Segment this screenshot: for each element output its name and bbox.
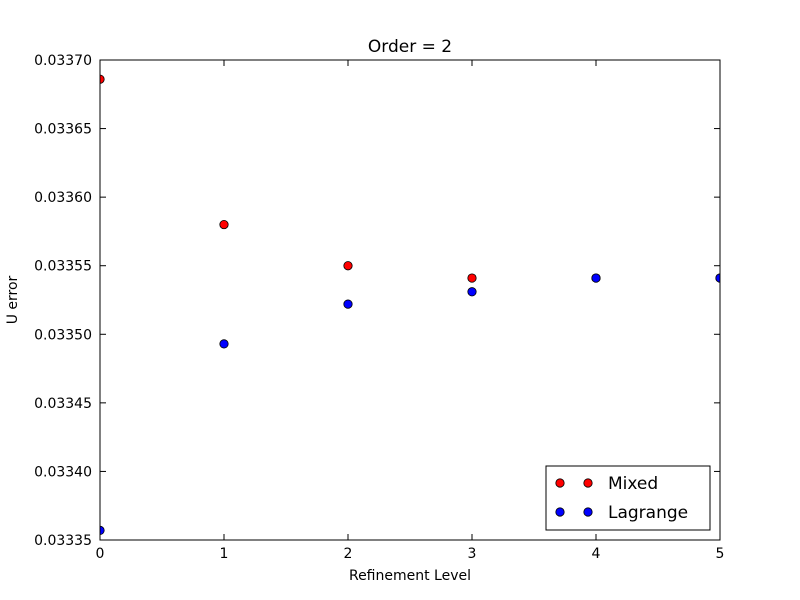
y-tick-label: 0.03370 (34, 53, 92, 69)
data-point-lagrange (343, 299, 353, 309)
legend-label: Lagrange (608, 503, 688, 523)
y-tick-label: 0.03350 (34, 327, 92, 343)
y-tick-label: 0.03335 (34, 533, 92, 549)
data-points (100, 74, 720, 535)
x-tick-label: 1 (220, 546, 229, 562)
legend-marker (555, 507, 565, 517)
x-axis-label: Refinement Level (349, 568, 471, 584)
chart-title: Order = 2 (368, 37, 452, 57)
data-point-mixed (467, 273, 477, 283)
y-tick-label: 0.03355 (34, 259, 92, 275)
data-point-lagrange (219, 339, 229, 349)
data-point-mixed (343, 261, 353, 271)
data-point-lagrange (467, 287, 477, 297)
y-tick-label: 0.03365 (34, 122, 92, 138)
legend-marker (555, 478, 565, 488)
y-axis-label: U error (5, 275, 21, 324)
axis-ticks: 0 1 2 3 4 5 0.03335 0.03340 0.03345 0.03350 0.0335… (34, 53, 724, 562)
x-tick-label: 0 (96, 546, 105, 562)
y-tick-label: 0.03340 (34, 464, 92, 480)
legend-label: Mixed (608, 474, 658, 494)
y-tick-label: 0.03360 (34, 190, 92, 206)
legend: Mixed Lagrange (545, 465, 711, 531)
plot-frame (99, 59, 721, 541)
legend-marker (583, 507, 593, 517)
x-tick-label: 4 (592, 546, 601, 562)
legend-box (545, 465, 711, 531)
legend-marker (583, 478, 593, 488)
x-tick-label: 5 (716, 546, 725, 562)
x-tick-label: 3 (468, 546, 477, 562)
data-point-mixed (219, 219, 229, 230)
x-tick-label: 2 (344, 546, 353, 562)
plot-area (100, 60, 720, 540)
y-tick-label: 0.03345 (34, 396, 92, 412)
plot-background (100, 60, 720, 540)
data-point-lagrange (591, 273, 601, 283)
